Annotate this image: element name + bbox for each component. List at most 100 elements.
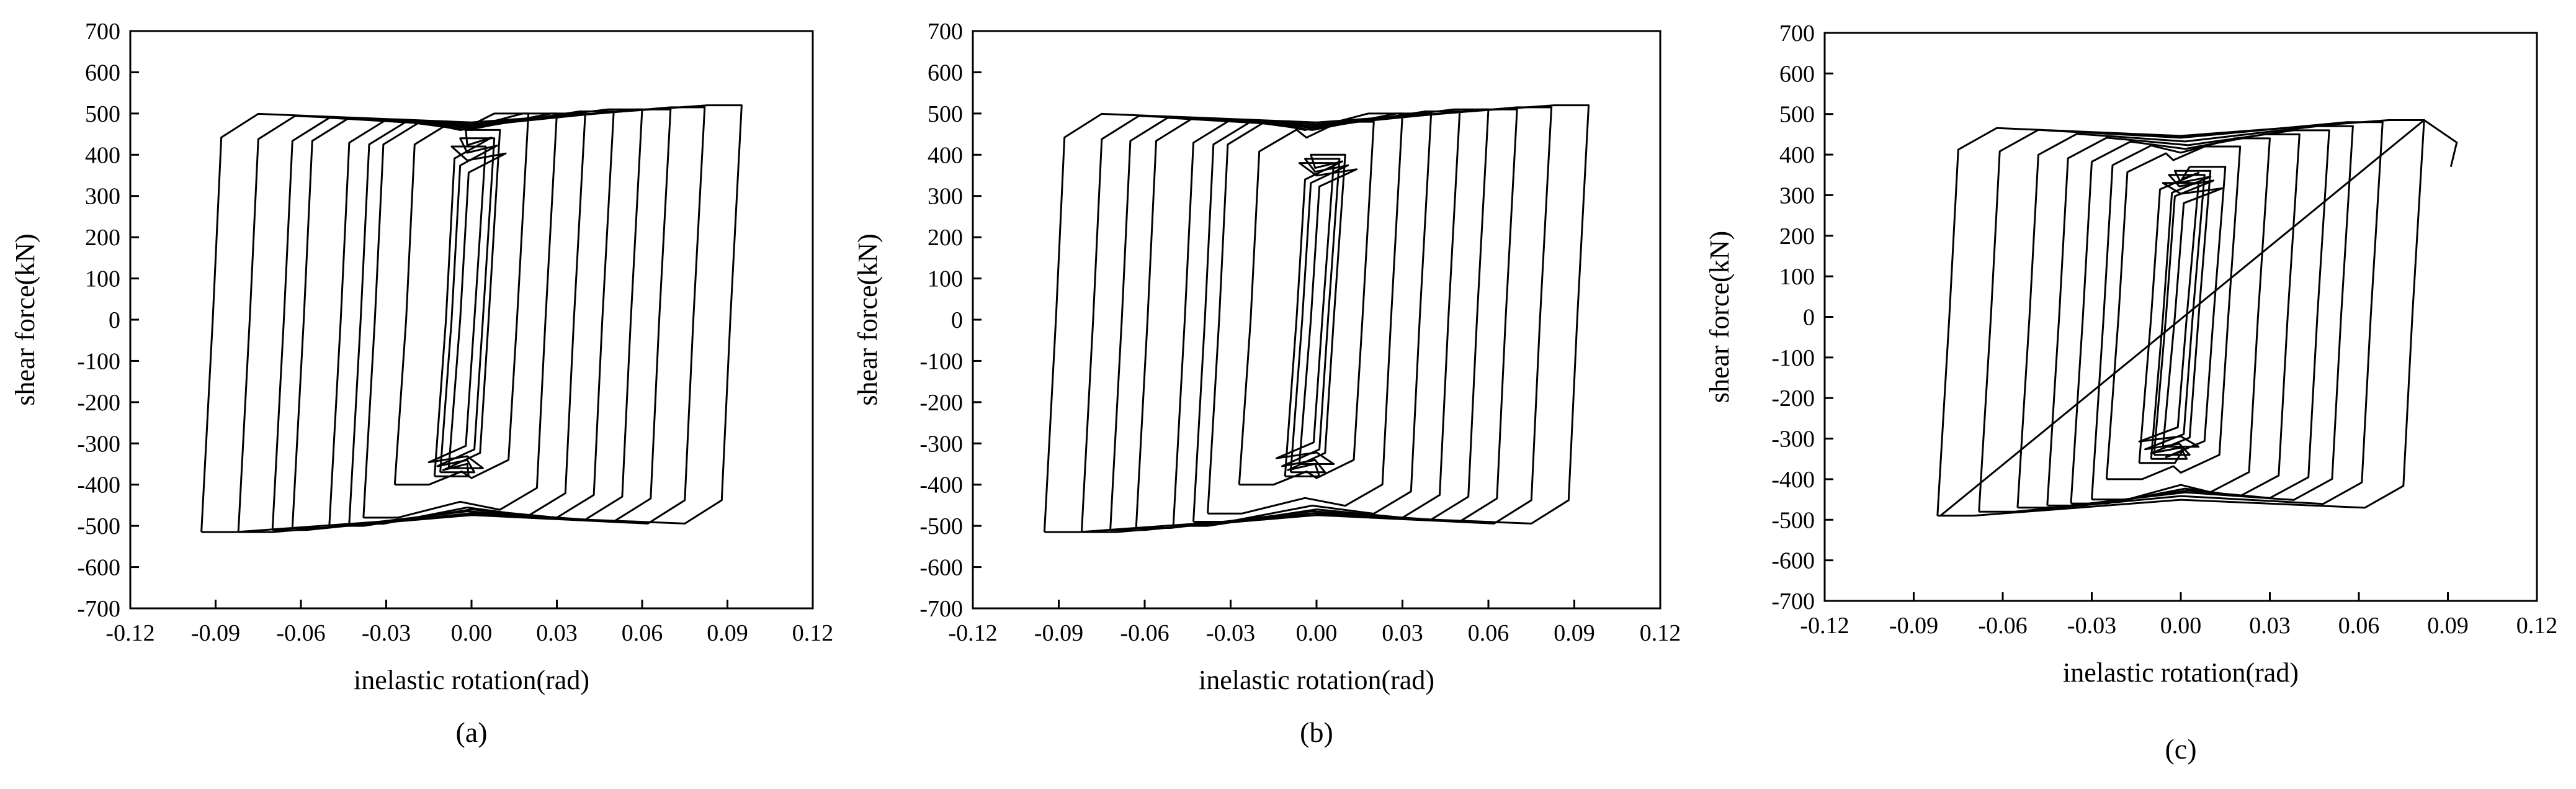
hysteresis-loop [200, 104, 743, 533]
hysteresis-loop [1109, 108, 1518, 531]
x-tick-label: -0.09 [1889, 613, 1938, 639]
y-axis-label: shear force(kN) [1704, 231, 1735, 403]
y-tick-label: -200 [1771, 385, 1815, 412]
y-tick-label: -100 [919, 348, 963, 374]
x-tick-label: -0.09 [1034, 620, 1083, 646]
x-tick-label: 0.06 [2338, 613, 2380, 639]
chart-panel-b: -0.12 -0.09 -0.06 -0.03 0.00 0.03 0.06 0.09 0.12… [852, 19, 1681, 748]
hysteresis-loop [2105, 145, 2242, 480]
y-tick-label: 0 [951, 307, 963, 333]
x-tick-label: 0.00 [2160, 613, 2202, 639]
y-tick-label: -600 [1771, 548, 1815, 574]
plot-frame [129, 30, 814, 610]
x-tick-label: -0.06 [1978, 613, 2027, 639]
hysteresis-series [1043, 104, 1590, 533]
panel-caption: (a) [455, 716, 487, 748]
y-tick-label: -200 [919, 390, 963, 416]
x-axis-label: inelastic rotation(rad) [2063, 657, 2299, 688]
y-tick-label: -200 [77, 390, 120, 416]
x-tick-label: 0.06 [1468, 620, 1509, 646]
y-tick-label: -400 [1771, 467, 1815, 493]
y-tick-label: -700 [77, 596, 120, 622]
y-tick-label: 600 [928, 60, 963, 86]
x-tick-label: -0.12 [105, 620, 154, 646]
hysteresis-series [200, 104, 743, 533]
hysteresis-loop [2150, 169, 2212, 460]
panel-caption: (c) [2165, 733, 2196, 765]
x-tick-label: -0.03 [362, 620, 411, 646]
hysteresis-loop [2144, 174, 2215, 456]
y-tick-label: -300 [1771, 426, 1815, 453]
x-tick-label: 0.09 [2427, 613, 2469, 639]
x-axis-label: inelastic rotation(rad) [1199, 665, 1434, 695]
y-tick-label: -500 [1771, 507, 1815, 533]
hysteresis-loop [271, 108, 672, 531]
x-tick-label: 0.09 [707, 620, 748, 646]
y-axis-label: shear force(kN) [852, 233, 883, 405]
y-tick-label: 700 [85, 19, 120, 45]
hysteresis-loop [433, 128, 501, 477]
hysteresis-loop [436, 137, 498, 474]
hysteresis-loop [2016, 125, 2354, 509]
hysteresis-loop [2070, 133, 2301, 505]
y-tick-label: 400 [85, 142, 120, 168]
plot-frame [1823, 32, 2538, 602]
y-tick-label: -500 [77, 513, 120, 539]
y-tick-label: 100 [85, 266, 120, 292]
hysteresis-loop [2138, 166, 2227, 464]
y-tick-label: -300 [77, 431, 120, 457]
hysteresis-loop [2091, 137, 2271, 501]
x-tick-label: -0.06 [1120, 620, 1169, 646]
y-tick-label: 700 [1779, 20, 1815, 47]
x-tick-label: 0.12 [792, 620, 834, 646]
y-tick-label: 100 [1779, 264, 1815, 290]
x-tick-label: 0.06 [622, 620, 663, 646]
y-tick-label: 400 [928, 142, 963, 168]
y-tick-label: 200 [928, 225, 963, 251]
y-tick-label: 300 [1779, 183, 1815, 209]
y-tick-label: 100 [928, 266, 963, 292]
final-cycle-line [1939, 119, 2458, 516]
x-axis-label: inelastic rotation(rad) [354, 665, 589, 695]
hysteresis-loop [1978, 121, 2384, 513]
y-axis-label: shear force(kN) [10, 233, 40, 405]
y-tick-label: -100 [1771, 345, 1815, 371]
hysteresis-loop [1281, 158, 1349, 474]
y-tick-label: 300 [85, 184, 120, 210]
hysteresis-loop [2046, 129, 2330, 507]
panel-caption: (b) [1300, 716, 1333, 748]
hysteresis-loop [1043, 104, 1590, 533]
hysteresis-loop [1284, 153, 1346, 477]
chart-panel-c: -0.12 -0.09 -0.06 -0.03 0.00 0.03 0.06 0.09 0.12… [1704, 20, 2557, 765]
y-tick-label: -100 [77, 348, 120, 374]
y-tick-label: -400 [77, 472, 120, 498]
y-tick-label: -700 [1771, 588, 1815, 615]
hysteresis-loop [348, 112, 586, 525]
hysteresis-loop [328, 110, 615, 527]
y-tick-label: 500 [928, 101, 963, 127]
y-tick-label: 0 [1803, 305, 1815, 331]
x-tick-label: -0.03 [2067, 613, 2116, 639]
y-tick-label: 200 [1779, 223, 1815, 250]
y-tick-label: 500 [1779, 102, 1815, 128]
y-tick-label: -500 [919, 513, 963, 539]
x-tick-label: 0.03 [2249, 613, 2291, 639]
hysteresis-loop [427, 145, 507, 469]
x-tick-label: 0.00 [451, 620, 493, 646]
y-tick-label: -700 [919, 596, 963, 622]
x-tick-label: 0.03 [536, 620, 578, 646]
x-tick-label: 0.00 [1296, 620, 1338, 646]
y-tick-label: 400 [1779, 142, 1815, 168]
y-tick-label: -400 [919, 472, 963, 498]
x-tick-label: 0.03 [1382, 620, 1423, 646]
x-tick-label: 0.09 [1554, 620, 1595, 646]
y-tick-label: -300 [919, 431, 963, 457]
y-tick-label: -600 [919, 555, 963, 581]
x-tick-label: -0.03 [1206, 620, 1255, 646]
x-tick-label: 0.12 [2516, 613, 2558, 639]
x-tick-label: -0.12 [1800, 613, 1849, 639]
x-tick-label: -0.09 [191, 620, 240, 646]
chart-panel-a: -0.12 -0.09 -0.06 -0.03 0.00 0.03 0.06 0.09 0.12… [10, 19, 833, 748]
y-tick-label: 0 [109, 307, 120, 333]
